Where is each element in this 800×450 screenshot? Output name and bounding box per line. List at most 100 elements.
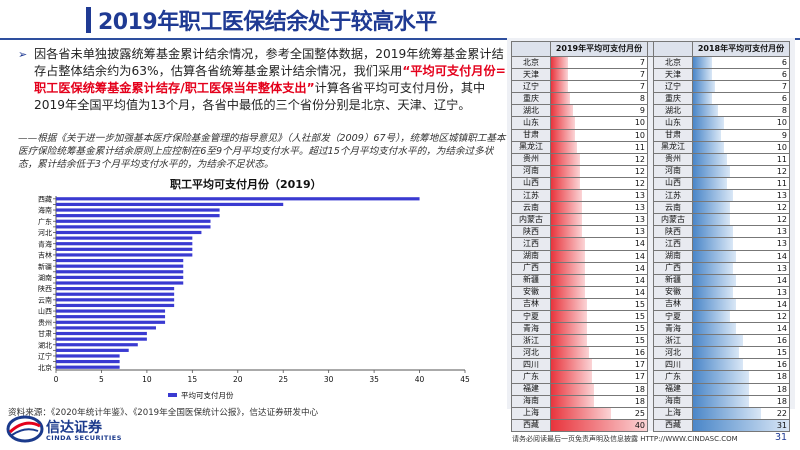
table-cell-2018: 8 (692, 104, 790, 118)
table-province-2019: 青海 (511, 322, 551, 336)
databar-2018 (693, 214, 731, 225)
value-2019: 14 (634, 263, 645, 273)
table-row: 北京 7 北京 6 (511, 55, 790, 70)
value-2019: 12 (634, 154, 645, 164)
table-province-2018: 广西 (653, 261, 693, 275)
table-province-2019: 陕西 (511, 225, 551, 239)
value-2018: 14 (776, 251, 787, 261)
table-cell-2019: 7 (550, 55, 648, 70)
table-row: 黑龙江 11 黑龙江 10 (511, 140, 790, 154)
value-2018: 18 (776, 396, 787, 406)
y-tick-label: 山西 (38, 307, 52, 316)
databar-2018 (693, 130, 721, 141)
table-cell-2019: 14 (550, 261, 648, 275)
table-cell-2019: 13 (550, 201, 648, 215)
databar-2018 (693, 420, 789, 431)
y-tick-label: 云南 (38, 295, 52, 304)
value-2018: 12 (776, 311, 787, 321)
table-province-2018: 广东 (653, 370, 693, 384)
value-2018: 13 (776, 287, 787, 297)
value-2018: 14 (776, 299, 787, 309)
x-tick-label: 35 (369, 375, 379, 384)
value-2018: 13 (776, 191, 787, 201)
value-2018: 13 (776, 263, 787, 273)
chart-bar (56, 354, 120, 358)
value-2018: 12 (776, 203, 787, 213)
table-province-2018: 新疆 (653, 273, 693, 287)
table-row: 贵州 12 贵州 11 (511, 152, 790, 166)
table-cell-2018: 14 (692, 322, 790, 336)
table-province-2019: 重庆 (511, 92, 551, 106)
table-cell-2019: 9 (550, 104, 648, 118)
y-tick-label: 西藏 (38, 194, 52, 203)
databar-2019 (551, 275, 585, 286)
chart-bar (56, 264, 184, 268)
table-province-2018: 吉林 (653, 297, 693, 311)
table-cell-2019: 15 (550, 322, 648, 336)
table-cell-2018: 14 (692, 249, 790, 263)
table-cell-2019: 16 (550, 346, 648, 360)
table-province-2018: 湖北 (653, 104, 693, 118)
databar-2018 (693, 275, 737, 286)
table-row: 青海 15 青海 14 (511, 322, 790, 336)
table-province-2018: 江苏 (653, 189, 693, 203)
table-province-2019: 甘肃 (511, 128, 551, 142)
logo-name: 信达证券 (46, 420, 102, 436)
table-row: 河南 12 河南 12 (511, 164, 790, 178)
table-cell-2019: 13 (550, 225, 648, 239)
value-2018: 9 (781, 130, 787, 140)
value-2018: 18 (776, 384, 787, 394)
value-2018: 6 (781, 70, 787, 80)
databar-2018 (693, 142, 724, 153)
chart-bar (56, 281, 184, 285)
chart-bar (56, 320, 166, 324)
table-province-2018: 湖南 (653, 249, 693, 263)
value-2018: 18 (776, 372, 787, 382)
table-row: 安徽 14 安徽 13 (511, 285, 790, 299)
table-cell-2018: 10 (692, 116, 790, 130)
value-2019: 17 (634, 372, 645, 382)
table-cell-2019: 12 (550, 164, 648, 178)
table-cell-2018: 16 (692, 358, 790, 372)
table-province-2018: 北京 (653, 55, 693, 70)
value-2019: 14 (634, 251, 645, 261)
value-2019: 7 (639, 70, 645, 80)
table-cell-2018: 14 (692, 297, 790, 311)
databar-2018 (693, 178, 728, 189)
chart-bar (56, 270, 184, 274)
value-2018: 12 (776, 215, 787, 225)
table-cell-2019: 10 (550, 116, 648, 130)
databar-2019 (551, 420, 647, 431)
databar-2018 (693, 202, 731, 213)
chart-bar (56, 292, 175, 296)
databar-2018 (693, 384, 749, 395)
y-tick-label: 甘肃 (38, 329, 52, 338)
table-province-2019: 安徽 (511, 285, 551, 299)
databar-2018 (693, 81, 715, 92)
table-cell-2018: 11 (692, 152, 790, 166)
databar-2018 (693, 396, 749, 407)
policy-note: ——根据《关于进一步加强基本医疗保险基金管理的指导意见》（人社部发（2009）6… (18, 133, 506, 170)
table-province-2018: 山东 (653, 116, 693, 130)
value-2019: 14 (634, 275, 645, 285)
databar-2019 (551, 335, 587, 346)
table-cell-2018: 12 (692, 164, 790, 178)
databar-2019 (551, 299, 587, 310)
databar-2018 (693, 117, 724, 129)
table-province-2018: 宁夏 (653, 309, 693, 324)
table-row: 内蒙古 13 内蒙古 12 (511, 213, 790, 227)
table-row: 吉林 15 吉林 14 (511, 297, 790, 311)
table-cell-2018: 10 (692, 140, 790, 154)
table-province-2019: 贵州 (511, 152, 551, 166)
table-province-2019: 黑龙江 (511, 140, 551, 154)
databar-2018 (693, 311, 731, 322)
table-cell-2019: 11 (550, 140, 648, 154)
value-2019: 14 (634, 239, 645, 249)
value-2019: 15 (634, 324, 645, 334)
table-row: 海南 18 海南 18 (511, 394, 790, 408)
databar-2018 (693, 190, 734, 201)
table-province-2018: 河南 (653, 164, 693, 178)
table-cell-2019: 7 (550, 68, 648, 82)
source-note: 资料来源：《2020年统计年鉴》、《2019年全国医保统计公报》，信达证券研发中… (8, 408, 319, 418)
table-province-2019: 山西 (511, 176, 551, 191)
